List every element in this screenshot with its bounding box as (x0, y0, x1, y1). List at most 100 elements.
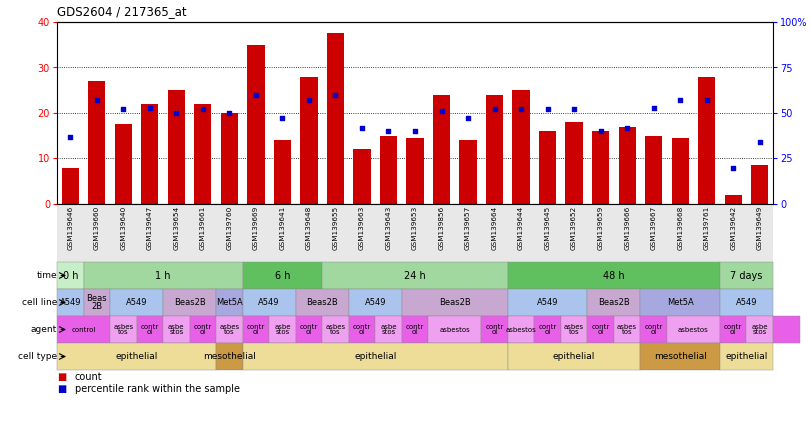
Bar (348, 316, 375, 343)
Bar (459, 140, 476, 204)
Text: cell type: cell type (18, 352, 57, 361)
Text: asbe
stos: asbe stos (274, 324, 291, 335)
Bar (535, 316, 561, 343)
Text: contr
ol: contr ol (300, 324, 318, 335)
Text: GSM139640: GSM139640 (121, 206, 126, 250)
Bar (481, 316, 508, 343)
Bar (243, 343, 508, 370)
Text: GSM139646: GSM139646 (67, 206, 73, 250)
Text: count: count (75, 373, 102, 382)
Bar (667, 316, 720, 343)
Text: GSM139647: GSM139647 (147, 206, 153, 250)
Text: contr
ol: contr ol (645, 324, 663, 335)
Text: GSM139667: GSM139667 (650, 206, 657, 250)
Point (302, 97, 315, 104)
Point (727, 164, 740, 171)
Bar (433, 95, 450, 204)
Bar (247, 45, 265, 204)
Bar (720, 262, 773, 289)
Text: ■: ■ (57, 385, 66, 394)
Text: asbestos: asbestos (505, 326, 536, 333)
Text: GSM139664: GSM139664 (492, 206, 497, 250)
Bar (380, 136, 397, 204)
Bar (375, 316, 402, 343)
Text: asbe
stos: asbe stos (380, 324, 397, 335)
Text: GSM139663: GSM139663 (359, 206, 365, 250)
Bar (565, 122, 582, 204)
Bar (592, 131, 609, 204)
Text: asbes
tos: asbes tos (564, 324, 584, 335)
Bar (486, 95, 503, 204)
Bar (296, 316, 322, 343)
Text: GSM139655: GSM139655 (332, 206, 339, 250)
Bar (773, 316, 799, 343)
Point (514, 106, 527, 113)
Text: asbestos: asbestos (678, 326, 709, 333)
Text: contr
ol: contr ol (485, 324, 504, 335)
Bar (269, 316, 296, 343)
Text: GSM139761: GSM139761 (704, 206, 710, 250)
Text: Met5A: Met5A (216, 298, 243, 307)
Point (541, 106, 554, 113)
Bar (508, 262, 720, 289)
Bar (243, 262, 322, 289)
Bar (587, 316, 614, 343)
Text: GSM139660: GSM139660 (94, 206, 100, 250)
Text: Beas
2B: Beas 2B (87, 294, 107, 311)
Point (568, 106, 581, 113)
Bar (110, 289, 163, 316)
Bar (619, 127, 636, 204)
Bar (243, 289, 296, 316)
Text: A549: A549 (364, 298, 386, 307)
Text: GSM139649: GSM139649 (757, 206, 763, 250)
Text: epithelial: epithelial (115, 352, 158, 361)
Bar (508, 289, 587, 316)
Bar (614, 316, 641, 343)
Text: A549: A549 (59, 298, 81, 307)
Bar (671, 138, 688, 204)
Text: Beas2B: Beas2B (439, 298, 471, 307)
Text: GSM139760: GSM139760 (226, 206, 232, 250)
Text: Beas2B: Beas2B (598, 298, 629, 307)
Bar (348, 289, 402, 316)
Bar (110, 316, 137, 343)
Bar (720, 343, 773, 370)
Text: percentile rank within the sample: percentile rank within the sample (75, 385, 240, 394)
Bar (587, 289, 641, 316)
Text: 1 h: 1 h (156, 270, 171, 281)
Bar (243, 316, 269, 343)
Bar (83, 289, 110, 316)
Bar (353, 149, 371, 204)
Text: GSM139642: GSM139642 (731, 206, 736, 250)
Point (647, 104, 660, 111)
Point (674, 97, 687, 104)
Point (223, 110, 236, 117)
Bar (57, 289, 83, 316)
Text: agent: agent (31, 325, 57, 334)
Point (356, 124, 369, 131)
Text: asbestos: asbestos (439, 326, 470, 333)
Text: GSM139645: GSM139645 (544, 206, 551, 250)
Point (408, 127, 421, 135)
Text: cell line: cell line (22, 298, 57, 307)
Bar (163, 316, 190, 343)
Bar (698, 77, 715, 204)
Bar (725, 195, 742, 204)
Bar (274, 140, 291, 204)
Text: A549: A549 (735, 298, 757, 307)
Bar (322, 262, 508, 289)
Text: 24 h: 24 h (404, 270, 426, 281)
Bar (747, 316, 773, 343)
Text: GSM139644: GSM139644 (518, 206, 524, 250)
Bar (115, 124, 132, 204)
Text: asbe
stos: asbe stos (752, 324, 768, 335)
Bar (720, 289, 773, 316)
Text: GSM139668: GSM139668 (677, 206, 683, 250)
Bar (216, 289, 243, 316)
Bar (301, 77, 318, 204)
Text: GSM139669: GSM139669 (253, 206, 259, 250)
Text: ■: ■ (57, 373, 66, 382)
Text: asbe
stos: asbe stos (168, 324, 185, 335)
Text: GSM139657: GSM139657 (465, 206, 471, 250)
Point (700, 97, 713, 104)
